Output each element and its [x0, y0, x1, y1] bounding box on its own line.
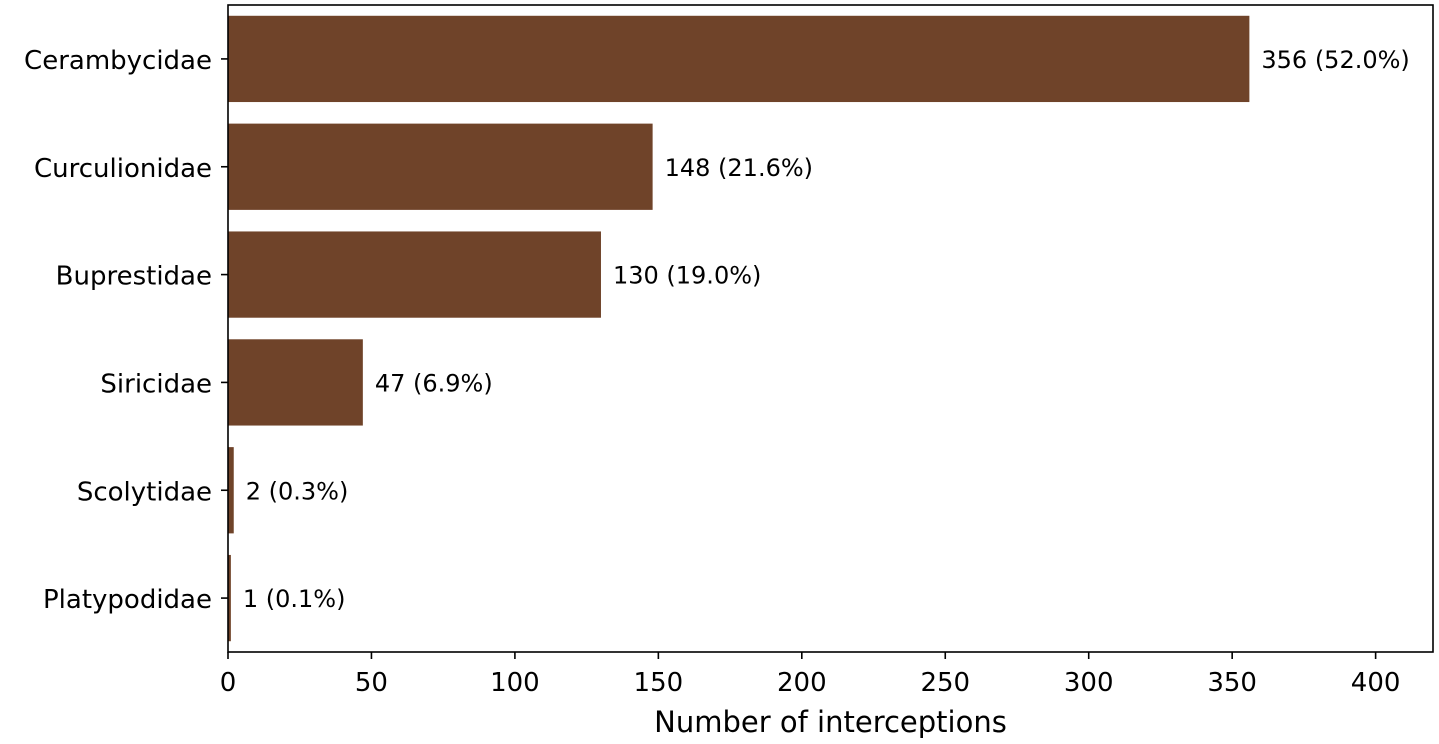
x-tick-label: 350: [1207, 668, 1257, 698]
bar-scolytidae: [228, 447, 234, 534]
x-tick-label: 150: [634, 668, 684, 698]
value-label-curculionidae: 148 (21.6%): [665, 154, 813, 182]
x-tick-label: 200: [777, 668, 827, 698]
value-label-platypodidae: 1 (0.1%): [243, 585, 346, 613]
plot-frame: [227, 4, 1434, 653]
value-label-cerambycidae: 356 (52.0%): [1261, 46, 1409, 74]
x-axis-title: Number of interceptions: [654, 705, 1007, 739]
value-label-scolytidae: 2 (0.3%): [246, 477, 349, 505]
x-tick-label: 50: [355, 668, 388, 698]
category-label-curculionidae: Curculionidae: [34, 154, 212, 184]
x-tick-label: 100: [490, 668, 540, 698]
x-tick-label: 0: [220, 668, 237, 698]
category-label-platypodidae: Platypodidae: [43, 585, 212, 615]
bar-buprestidae: [228, 231, 601, 318]
bar-cerambycidae: [228, 15, 1250, 103]
category-label-scolytidae: Scolytidae: [77, 477, 212, 507]
value-label-siricidae: 47 (6.9%): [375, 369, 493, 397]
value-label-buprestidae: 130 (19.0%): [613, 262, 761, 290]
bars-group: [228, 15, 1250, 642]
bar-siricidae: [228, 339, 363, 426]
bar-platypodidae: [228, 554, 231, 642]
category-label-buprestidae: Buprestidae: [56, 262, 212, 292]
x-tick-label: 400: [1351, 668, 1401, 698]
x-axis: 0 50 100 150 200 250 300 350 400: [220, 652, 1401, 698]
value-labels-group: 356 (52.0%) 148 (21.6%) 130 (19.0%) 47 (6.9…: [243, 46, 1410, 613]
y-axis: Cerambycidae Curculionidae Buprestidae Siri…: [24, 46, 228, 615]
bar-curculionidae: [228, 123, 653, 210]
category-label-siricidae: Siricidae: [100, 369, 212, 399]
x-tick-label: 250: [920, 668, 970, 698]
category-label-cerambycidae: Cerambycidae: [24, 46, 212, 76]
x-tick-label: 300: [1064, 668, 1114, 698]
